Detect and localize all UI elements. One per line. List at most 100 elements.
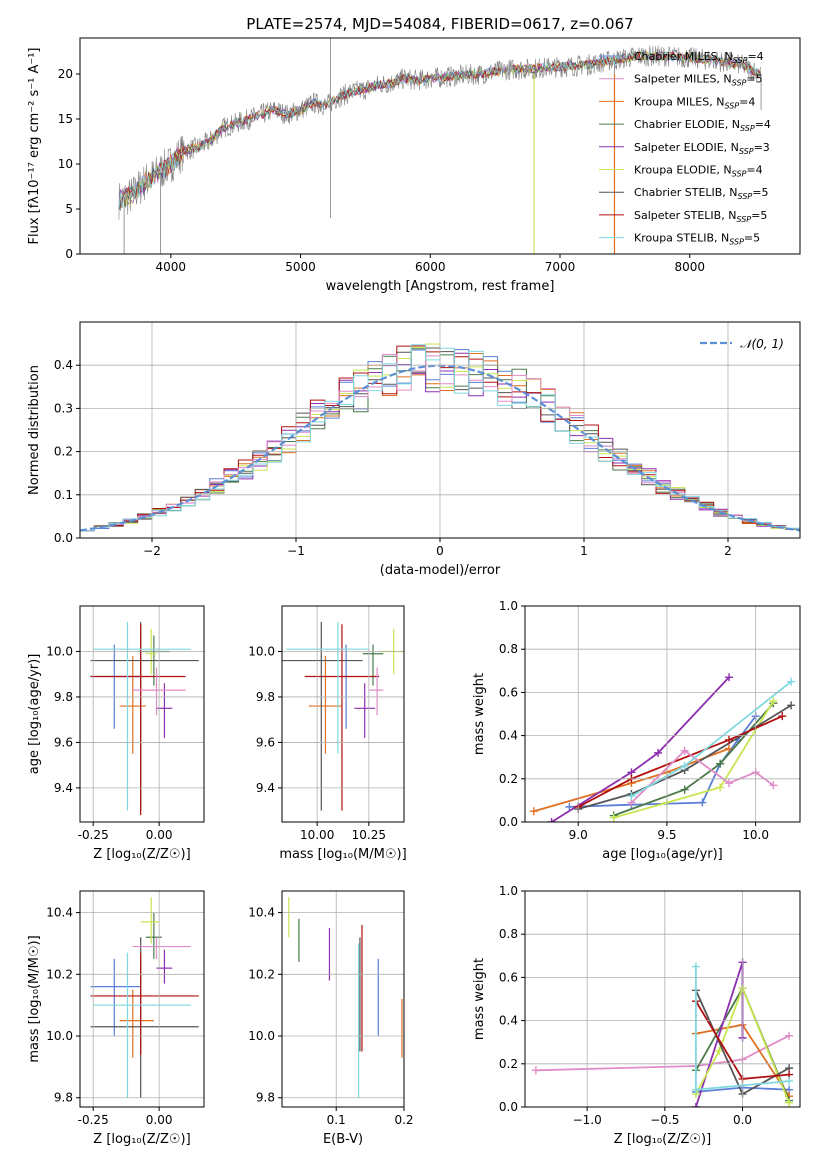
x-tick-label: 2: [724, 544, 732, 558]
y-tick-label: 0: [65, 247, 73, 261]
weight-line: [535, 1034, 790, 1072]
y-tick-label: 0.6: [499, 970, 518, 984]
y-tick-label: 9.4: [256, 781, 275, 795]
errorbar-point: [304, 624, 380, 811]
panel-mass-weight-vs-age: 9.0 9.5 10.0 0.0 0.2 0.4 0.6 0.8 1.0 age [log₁₀(a…: [472, 599, 801, 862]
y-tick-label: 10.0: [248, 644, 275, 658]
y-tick-label: 0.4: [499, 729, 518, 743]
legend-label: Kroupa ELODIE, NSSP=4: [634, 164, 763, 179]
weight-marker: [609, 813, 618, 822]
legend-label: Chabrier MILES, NSSP=4: [634, 50, 764, 65]
errorbar-point: [354, 683, 376, 738]
legend-label: Kroupa STELIB, NSSP=5: [634, 232, 760, 247]
x-tick-label: 7000: [545, 260, 576, 274]
panel-mass-vs-ebv: 0.1 0.2 9.8 10.0 10.2 10.4 E(B-V): [248, 890, 414, 1147]
x-tick-label: −1: [287, 544, 305, 558]
figure-title: PLATE=2574, MJD=54084, FIBERID=0617, z=0…: [246, 15, 633, 33]
y-tick-label: 0.2: [54, 445, 73, 459]
plot-area: [90, 621, 199, 816]
weight-marker: [627, 792, 636, 801]
x-tick-label: -0.25: [78, 828, 109, 842]
legend: Chabrier MILES, NSSP=4 Salpeter MILES, NS…: [599, 50, 771, 247]
y-tick-label: 5: [65, 202, 73, 216]
x-tick-label: −1.0: [573, 1113, 602, 1127]
axes-frame: [79, 605, 205, 823]
y-tick-label: 9.8: [256, 690, 275, 704]
y-tick-label: 15: [58, 112, 73, 126]
x-axis-label: wavelength [Angstrom, rest frame]: [326, 279, 555, 294]
y-tick-label: 10.0: [46, 1029, 73, 1043]
errorbar-point: [362, 644, 384, 686]
x-tick-label: −0.5: [650, 1113, 679, 1127]
errorbar-point: [119, 989, 154, 1058]
axes-frame: [281, 890, 405, 1108]
x-tick-label: 1: [580, 544, 588, 558]
plot-area: [282, 621, 404, 811]
plot-area: [288, 897, 403, 1098]
weight-line: [613, 702, 775, 817]
axes-frame: [79, 890, 205, 1108]
errorbar-point: [368, 667, 384, 716]
grid: [282, 891, 405, 1107]
weight-line: [613, 700, 775, 819]
panel-mass-weight-vs-Z: −1.0 −0.5 0.0 0.0 0.2 0.4 0.6 0.8 1.0 Z [log₁₀(Z/…: [472, 884, 801, 1147]
y-axis-label: mass weight: [472, 673, 487, 755]
y-tick-label: 20: [58, 67, 73, 81]
axes-frame: [281, 605, 405, 823]
y-tick-label: 10.2: [248, 967, 275, 981]
legend: 𝒩(0, 1): [700, 337, 784, 351]
legend-label: Salpeter MILES, NSSP=5: [634, 73, 763, 88]
errorbar-point: [282, 621, 363, 811]
errorbar-point: [93, 952, 191, 1098]
y-tick-label: 0.1: [54, 488, 73, 502]
errorbar-point: [90, 624, 186, 816]
y-tick-label: 0.4: [499, 1014, 518, 1028]
weight-marker: [691, 1085, 700, 1094]
axes-frame: [79, 37, 801, 255]
errorbar-point: [344, 644, 351, 729]
spectrum-data-line: [118, 45, 762, 220]
weight-series: [691, 962, 794, 1094]
x-axis-label: age [log₁₀(age/yr)]: [602, 847, 723, 862]
x-tick-label: −2: [143, 544, 161, 558]
weight-marker: [785, 1098, 794, 1107]
y-tick-label: 0.6: [499, 685, 518, 699]
grid: [525, 890, 800, 1108]
x-tick-label: 4000: [156, 260, 187, 274]
spectrum-model-line: [118, 51, 761, 210]
x-axis-label: Z [log₁₀(Z/Z☉)]: [93, 1132, 190, 1147]
y-axis-label: Normed distribution: [27, 365, 42, 495]
errorbar-point: [119, 656, 146, 754]
x-tick-label: 9.5: [657, 828, 676, 842]
weight-marker: [725, 779, 734, 788]
y-tick-label: 0.2: [499, 772, 518, 786]
x-tick-label: 0: [436, 544, 444, 558]
weight-marker: [778, 712, 787, 721]
errorbar-point: [286, 621, 369, 754]
plot-area: [531, 958, 794, 1107]
grid: [282, 606, 404, 822]
x-tick-label: 0.2: [394, 1113, 413, 1127]
x-axis-label: Z [log₁₀(Z/Z☉)]: [93, 847, 190, 862]
y-tick-label: 9.6: [54, 735, 73, 749]
x-axis-label: Z [log₁₀(Z/Z☉)]: [614, 1132, 711, 1147]
errorbar-point: [90, 937, 199, 1098]
y-tick-label: 1.0: [499, 884, 518, 898]
weight-marker: [698, 798, 707, 807]
x-axis-label: E(B-V): [323, 1132, 363, 1147]
y-tick-label: 10.0: [46, 644, 73, 658]
axes-frame: [524, 605, 801, 823]
weight-marker: [691, 1103, 700, 1107]
plot-area: [90, 897, 199, 1098]
axes-frame: [524, 890, 801, 1108]
weight-marker: [691, 962, 700, 971]
y-tick-label: 0.0: [499, 815, 518, 829]
panel-residual-histogram: −2 −1 0 1 2 0.0 0.1 0.2 0.3 0.4 (data-model)/error…: [27, 321, 801, 578]
y-axis-label: mass [log₁₀(M/M☉)]: [27, 935, 42, 1062]
x-tick-label: 10.0: [742, 828, 769, 842]
legend-label: Chabrier ELODIE, NSSP=4: [634, 118, 771, 133]
x-tick-label: 6000: [415, 260, 446, 274]
x-axis-label: (data-model)/error: [380, 563, 501, 578]
grid: [525, 605, 800, 823]
